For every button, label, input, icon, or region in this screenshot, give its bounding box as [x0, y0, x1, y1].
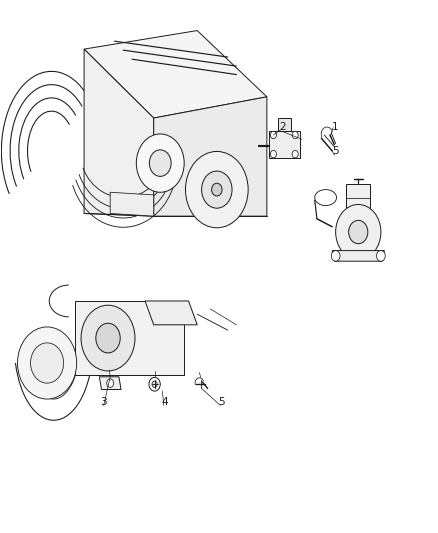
Circle shape: [292, 131, 298, 139]
Text: 5: 5: [332, 146, 339, 156]
Circle shape: [81, 305, 135, 371]
Polygon shape: [154, 97, 267, 216]
Text: 2: 2: [279, 122, 286, 132]
Circle shape: [212, 183, 222, 196]
Circle shape: [292, 150, 298, 158]
Text: 4: 4: [162, 398, 168, 407]
Text: 1: 1: [332, 122, 339, 132]
Polygon shape: [99, 377, 121, 390]
Circle shape: [270, 150, 276, 158]
Circle shape: [152, 381, 157, 387]
Circle shape: [270, 131, 276, 139]
Circle shape: [336, 205, 381, 260]
Circle shape: [136, 134, 184, 192]
Circle shape: [96, 323, 120, 353]
Circle shape: [331, 251, 340, 261]
Circle shape: [377, 251, 385, 261]
Polygon shape: [84, 30, 267, 118]
Polygon shape: [278, 118, 291, 131]
Circle shape: [149, 377, 160, 391]
Circle shape: [185, 151, 248, 228]
Polygon shape: [346, 184, 371, 215]
Polygon shape: [84, 49, 154, 216]
Circle shape: [149, 150, 171, 176]
Polygon shape: [269, 131, 300, 158]
Circle shape: [31, 343, 64, 383]
Circle shape: [18, 327, 77, 399]
Circle shape: [107, 379, 114, 387]
Polygon shape: [145, 301, 197, 325]
Polygon shape: [332, 251, 385, 261]
Circle shape: [349, 220, 368, 244]
Text: 3: 3: [101, 398, 107, 407]
Polygon shape: [110, 192, 154, 216]
Polygon shape: [75, 301, 184, 375]
Text: 5: 5: [218, 398, 225, 407]
Circle shape: [201, 171, 232, 208]
